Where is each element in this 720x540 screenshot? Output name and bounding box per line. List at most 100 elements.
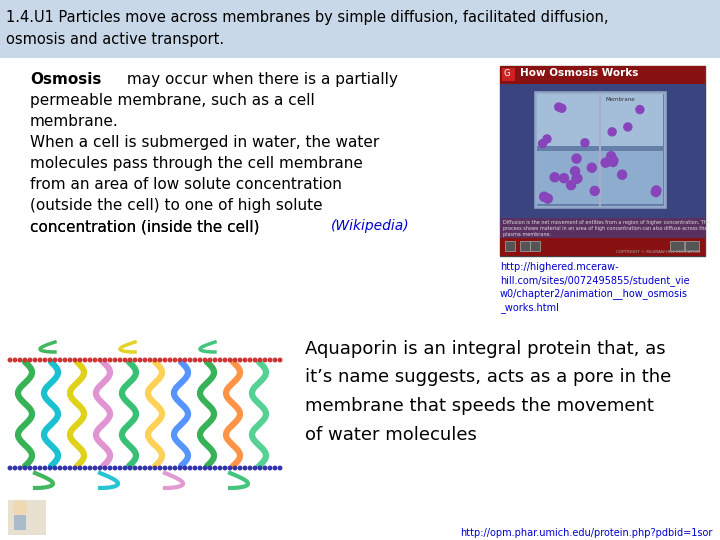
Ellipse shape [23,466,27,470]
Ellipse shape [18,466,22,470]
Ellipse shape [233,358,237,362]
Ellipse shape [269,466,271,470]
Ellipse shape [153,358,157,362]
Ellipse shape [274,358,276,362]
Bar [537,94,663,146]
Ellipse shape [179,466,181,470]
Text: http://highered.mceraw-
hill.com/sites/0072495855/student_vie
w0/chapter2/animat: http://highered.mceraw- hill.com/sites/0… [500,262,690,313]
Ellipse shape [193,358,197,362]
Bar [685,241,699,251]
Ellipse shape [203,466,207,470]
Ellipse shape [184,358,186,362]
Bar [500,66,705,84]
Ellipse shape [543,135,551,143]
Ellipse shape [258,466,262,470]
Bar [0,58,720,540]
Ellipse shape [550,173,559,182]
Ellipse shape [570,167,580,176]
Text: from an area of low solute concentration: from an area of low solute concentration [30,177,342,192]
Ellipse shape [193,466,197,470]
Text: COPYRIGHT © McGRAW-HILL EDUCATION: COPYRIGHT © McGRAW-HILL EDUCATION [616,250,700,254]
Ellipse shape [269,358,271,362]
Text: molecules pass through the cell membrane: molecules pass through the cell membrane [30,156,363,171]
Bar [670,241,684,251]
Ellipse shape [48,466,52,470]
Ellipse shape [143,466,147,470]
Ellipse shape [128,358,132,362]
Ellipse shape [94,358,96,362]
Ellipse shape [108,358,112,362]
Ellipse shape [539,140,546,147]
Ellipse shape [33,466,37,470]
Ellipse shape [223,466,227,470]
Text: G: G [503,69,510,78]
Text: Aquaporin is an integral protein that, as
it’s name suggests, acts as a pore in : Aquaporin is an integral protein that, a… [305,340,671,443]
Text: When a cell is submerged in water, the water: When a cell is submerged in water, the w… [30,135,379,150]
Ellipse shape [253,358,257,362]
Ellipse shape [243,358,247,362]
Ellipse shape [168,358,172,362]
Ellipse shape [94,466,96,470]
Ellipse shape [143,358,147,362]
Ellipse shape [652,187,660,197]
Ellipse shape [138,358,142,362]
Bar [500,66,705,256]
Ellipse shape [103,358,107,362]
Ellipse shape [608,158,618,166]
Ellipse shape [198,358,202,362]
Text: Membrane: Membrane [605,97,634,102]
Ellipse shape [652,186,661,195]
Bar [500,84,705,218]
Ellipse shape [233,466,237,470]
Ellipse shape [68,358,72,362]
Ellipse shape [174,358,176,362]
Text: (Wikipedia): (Wikipedia) [331,219,410,233]
Ellipse shape [8,466,12,470]
Bar [530,241,540,251]
Bar [14,515,26,530]
Ellipse shape [636,105,644,113]
Ellipse shape [38,358,42,362]
Ellipse shape [153,466,157,470]
Ellipse shape [73,358,77,362]
Ellipse shape [133,358,137,362]
Ellipse shape [98,358,102,362]
Ellipse shape [163,466,167,470]
Ellipse shape [133,466,137,470]
Text: concentration (inside the cell): concentration (inside the cell) [30,219,259,234]
Ellipse shape [113,466,117,470]
Bar [537,151,663,204]
Ellipse shape [184,466,186,470]
Bar [8,500,46,535]
Ellipse shape [213,358,217,362]
Bar [500,218,705,238]
Ellipse shape [238,358,242,362]
Ellipse shape [89,466,91,470]
Bar [502,68,515,81]
Text: http://opm.phar.umich.edu/protein.php?pdbid=1sor: http://opm.phar.umich.edu/protein.php?pd… [460,528,712,538]
Ellipse shape [544,194,552,203]
Text: membrane.: membrane. [30,114,119,129]
Text: 1.4.U1 Particles move across membranes by simple diffusion, facilitated diffusio: 1.4.U1 Particles move across membranes b… [6,10,608,25]
Ellipse shape [608,128,616,136]
Ellipse shape [188,466,192,470]
Ellipse shape [238,466,242,470]
Ellipse shape [264,466,266,470]
Ellipse shape [33,358,37,362]
Ellipse shape [84,358,86,362]
Ellipse shape [188,358,192,362]
Ellipse shape [8,358,12,362]
Ellipse shape [264,358,266,362]
Ellipse shape [63,466,67,470]
Ellipse shape [28,466,32,470]
Bar [520,241,530,251]
Ellipse shape [63,358,67,362]
Ellipse shape [28,358,32,362]
Bar [0,0,720,58]
Ellipse shape [198,466,202,470]
Ellipse shape [84,466,86,470]
Ellipse shape [278,358,282,362]
Ellipse shape [554,103,563,111]
Ellipse shape [118,358,122,362]
Ellipse shape [78,358,82,362]
